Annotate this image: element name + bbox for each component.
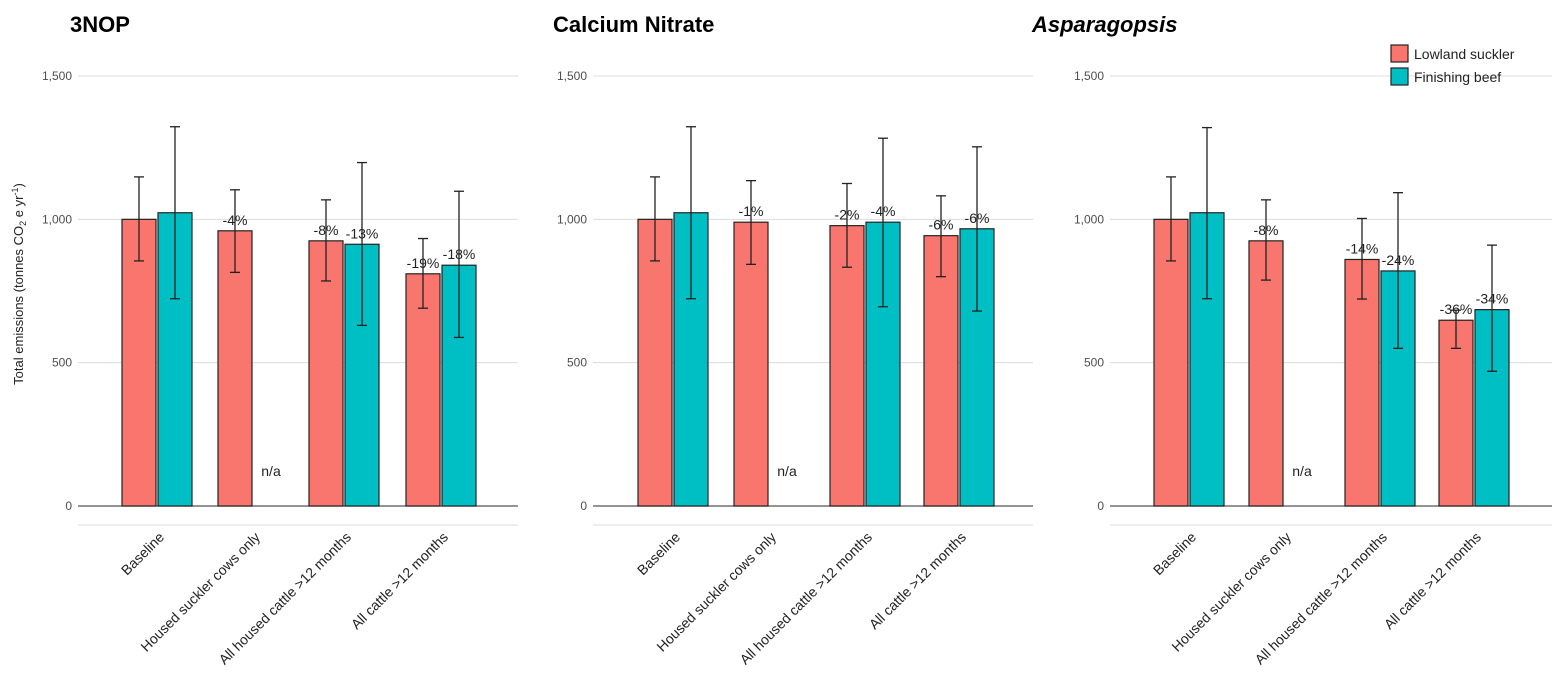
y-axis-label: Total emissions (tonnes CO2 e yr-1)	[10, 183, 28, 385]
error-bar	[357, 161, 367, 327]
legend-label: Lowland suckler	[1414, 46, 1515, 62]
legend: Lowland suckler Finishing beef	[1390, 44, 1515, 86]
error-bar	[1393, 192, 1403, 349]
error-bar	[454, 190, 464, 339]
percent-label: -4%	[871, 203, 896, 219]
bar-lowland-suckler	[308, 240, 344, 507]
error-bar	[1451, 309, 1461, 349]
panel-title: Asparagopsis	[1031, 12, 1178, 37]
percent-label: -36%	[1440, 301, 1473, 317]
y-tick-label: 1,000	[1074, 212, 1104, 226]
percent-label: -8%	[314, 222, 339, 238]
na-label: n/a	[261, 463, 281, 479]
bar-lowland-suckler	[1344, 258, 1380, 507]
error-bar	[1357, 217, 1367, 300]
percent-label: -14%	[1346, 240, 1379, 256]
y-tick-label: 0	[580, 499, 587, 513]
percent-label: -18%	[443, 246, 476, 262]
legend-label: Finishing beef	[1414, 69, 1501, 85]
bar-lowland-suckler	[121, 218, 157, 507]
y-tick-label: 500	[1084, 356, 1104, 370]
error-bar	[650, 176, 660, 262]
error-bar	[842, 182, 852, 268]
panel-title: 3NOP	[70, 12, 130, 37]
error-bar	[936, 195, 946, 278]
category-label: All cattle >12 months	[1381, 529, 1484, 632]
na-label: n/a	[777, 463, 797, 479]
y-tick-label: 1,000	[42, 212, 72, 226]
error-bar	[972, 146, 982, 312]
y-tick-label: 500	[567, 356, 587, 370]
y-tick-label: 1,500	[42, 69, 72, 83]
na-label: n/a	[1292, 463, 1312, 479]
y-tick-label: 1,500	[1074, 69, 1104, 83]
error-bar	[170, 126, 180, 300]
bar-lowland-suckler	[1248, 240, 1284, 507]
percent-label: -6%	[929, 217, 954, 233]
error-bar	[418, 237, 428, 309]
category-label: All cattle >12 months	[866, 529, 969, 632]
percent-label: -4%	[223, 212, 248, 228]
y-tick-label: 0	[1097, 499, 1104, 513]
category-label: All cattle >12 months	[348, 529, 451, 632]
category-label: Baseline	[118, 529, 167, 578]
percent-label: -13%	[346, 225, 379, 241]
error-bar	[1261, 199, 1271, 281]
error-bar	[230, 189, 240, 274]
percent-label: -24%	[1382, 252, 1415, 268]
percent-label: -8%	[1254, 222, 1279, 238]
panel-title: Calcium Nitrate	[553, 12, 714, 37]
y-tick-label: 1,500	[557, 69, 587, 83]
bar-lowland-suckler	[217, 230, 253, 507]
error-bar	[878, 137, 888, 308]
error-bar	[746, 179, 756, 265]
percent-label: -1%	[739, 203, 764, 219]
category-label: Baseline	[634, 529, 683, 578]
error-bar	[1166, 176, 1176, 262]
error-bar	[686, 126, 696, 300]
error-bar	[321, 199, 331, 282]
y-tick-label: 1,000	[557, 212, 587, 226]
bar-lowland-suckler	[733, 221, 769, 507]
bar-lowland-suckler	[923, 235, 959, 507]
y-tick-label: 500	[52, 356, 72, 370]
category-label: Baseline	[1150, 529, 1199, 578]
panel-2: Calcium Nitrate 0 500 1,000 1,500 Baseline -1%…	[553, 12, 1033, 668]
percent-label: -19%	[407, 255, 440, 271]
bar-lowland-suckler	[405, 273, 441, 507]
legend-swatch	[1390, 67, 1409, 86]
panel-3: Asparagopsis 0 500 1,000 1,500 Baseline -8% n/a…	[1031, 12, 1552, 668]
error-bar	[1487, 244, 1497, 372]
legend-swatch	[1390, 44, 1409, 63]
bar-lowland-suckler	[1153, 218, 1189, 507]
error-bar	[1202, 126, 1212, 300]
percent-label: -6%	[965, 210, 990, 226]
percent-label: -34%	[1476, 291, 1509, 307]
bar-lowland-suckler	[637, 218, 673, 507]
error-bar	[134, 176, 144, 262]
bar-finishing-beef	[344, 243, 380, 507]
percent-label: -2%	[835, 207, 860, 223]
y-tick-label: 0	[65, 499, 72, 513]
